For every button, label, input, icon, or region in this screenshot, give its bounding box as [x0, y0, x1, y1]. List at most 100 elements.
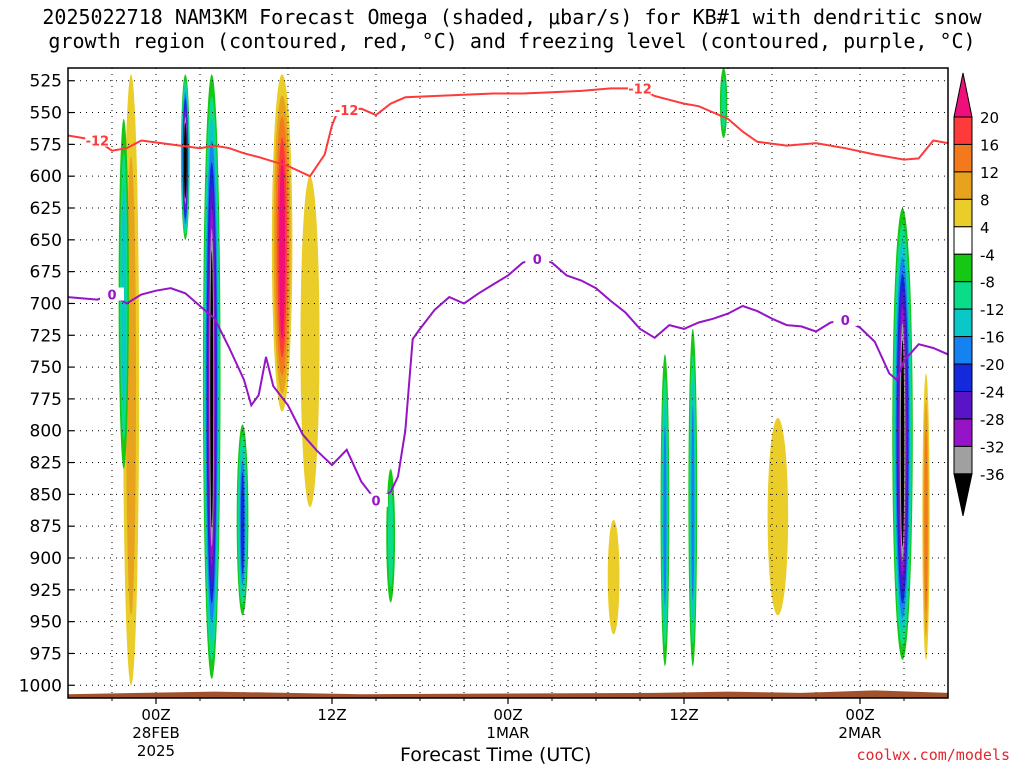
omega-feature: [236, 424, 249, 616]
y-tick-label: 650: [30, 231, 62, 251]
dgz-contour-minus12-label: -12: [86, 135, 110, 150]
colorbar-bin: [953, 116, 973, 145]
dgz-contour-minus12-label-bg: [628, 81, 652, 95]
y-tick-label: 750: [30, 358, 62, 378]
colorbar-top-triangle: [953, 72, 973, 118]
y-tick-label: 875: [30, 517, 62, 537]
freezing-level-contour-line: [68, 257, 948, 503]
dgz-contour-minus12-label-bg: [334, 103, 359, 116]
colorbar-bin: [953, 226, 973, 255]
omega-feature: [892, 208, 913, 660]
colorbar-bin: [953, 281, 973, 310]
colorbar-bin: [953, 336, 973, 365]
omega-feature: [607, 519, 620, 635]
colorbar-label: -16: [980, 329, 1005, 347]
x-tick-label: 00Z: [493, 706, 522, 724]
y-tick-label: 575: [30, 135, 62, 155]
dgz-contour-minus12: -12 -12 -12: [68, 81, 948, 178]
y-tick-label: 550: [30, 104, 62, 124]
freezing-level-contour: 0 0 0 0: [68, 251, 948, 510]
dgz-contour-minus12-label-bg: [85, 133, 110, 147]
y-tick-label: 950: [30, 613, 62, 633]
y-axis: 525 550 575 600 625 650 675 700 725 750 775 800 825 8…: [19, 72, 74, 696]
colorbar-label: -24: [980, 384, 1005, 402]
colorbar: 20 16 12 8 4 -4 -8 -12 -16 -20 -24 -28 -32 -36: [953, 72, 1005, 516]
y-tick-label: 975: [30, 644, 62, 664]
x-tick-label: 2MAR: [838, 724, 881, 742]
freezing-level-contour-label: 0: [107, 289, 116, 304]
x-axis-title: Forecast Time (UTC): [400, 744, 592, 766]
colorbar-label: 12: [980, 164, 999, 182]
colorbar-label: 16: [980, 136, 999, 154]
dgz-contour-minus12-label: -12: [628, 82, 652, 97]
terrain-fill: [68, 690, 948, 698]
omega-shade-band: [721, 77, 726, 130]
omega-shade-band: [210, 250, 214, 528]
y-tick-label: 775: [30, 390, 62, 410]
colorbar-label: -32: [980, 438, 1005, 456]
freezing-level-contour-label-bg: [525, 251, 550, 265]
colorbar-label: -28: [980, 411, 1005, 429]
chart-title-line2: growth region (contoured, red, °C) and f…: [48, 29, 976, 53]
omega-feature: [688, 328, 698, 667]
y-tick-label: 800: [30, 422, 62, 442]
omega-feature: [386, 468, 396, 603]
omega-shade-band: [663, 425, 667, 606]
freezing-level-contour-label: 0: [533, 253, 542, 268]
colorbar-bin: [953, 391, 973, 420]
y-tick-label: 700: [30, 294, 62, 314]
omega-feature: [202, 74, 221, 679]
freezing-level-contour-label-bg: [833, 313, 858, 326]
colorbar-bottom-triangle: [953, 473, 973, 516]
omega-feature: [660, 354, 670, 667]
colorbar-bin: [953, 445, 973, 475]
x-tick-label: 12Z: [669, 706, 698, 724]
y-tick-label: 850: [30, 485, 62, 505]
colorbar-label: -20: [980, 356, 1005, 374]
omega-shade-band: [387, 486, 394, 588]
y-tick-label: 1000: [19, 676, 62, 696]
colorbar-label: -4: [980, 246, 995, 264]
colorbar-label: 20: [980, 109, 999, 127]
omega-shade-band: [691, 405, 695, 601]
colorbar-bin: [953, 143, 973, 173]
colorbar-bin: [953, 363, 973, 392]
colorbar-bin: [953, 418, 973, 447]
omega-shade-band: [767, 418, 789, 616]
omega-shade-band: [183, 122, 187, 199]
freezing-level-contour-label: 0: [841, 314, 850, 329]
y-tick-label: 625: [30, 199, 62, 219]
chart-title-line1: 2025022718 NAM3KM Forecast Omega (shaded…: [42, 5, 982, 29]
colorbar-label: -12: [980, 301, 1005, 319]
freezing-level-contour-label-bg: [364, 493, 388, 507]
colorbar-label: -8: [980, 274, 995, 292]
terrain: [68, 690, 948, 698]
omega-feature: [300, 176, 320, 508]
credit-text: coolwx.com/models: [856, 746, 1010, 764]
x-tick-label: 12Z: [317, 706, 346, 724]
colorbar-bin: [953, 171, 973, 200]
y-tick-label: 725: [30, 326, 62, 346]
y-tick-label: 600: [30, 167, 62, 187]
colorbar-bin: [953, 308, 973, 338]
omega-feature: [271, 74, 293, 412]
omega-feature: [180, 74, 190, 240]
omega-shade-band: [300, 176, 320, 508]
colorbar-bin: [953, 253, 973, 283]
freezing-level-contour-label: 0: [371, 495, 380, 510]
omega-shade-band: [279, 158, 286, 340]
colorbar-label: 4: [980, 219, 990, 237]
colorbar-label: 8: [980, 191, 990, 209]
dgz-contour-minus12-line: [68, 87, 948, 178]
colorbar-label: -36: [980, 466, 1005, 484]
plot-background: [68, 68, 948, 698]
omega-shade-band: [240, 472, 245, 575]
y-tick-label: 675: [30, 263, 62, 283]
omega-shade-band: [900, 339, 905, 547]
y-tick-label: 525: [30, 72, 62, 92]
x-tick-label: 2025: [137, 742, 175, 760]
dgz-contour-minus12-label: -12: [335, 104, 359, 119]
omega-feature: [719, 68, 728, 138]
omega-shade-band: [924, 429, 928, 613]
